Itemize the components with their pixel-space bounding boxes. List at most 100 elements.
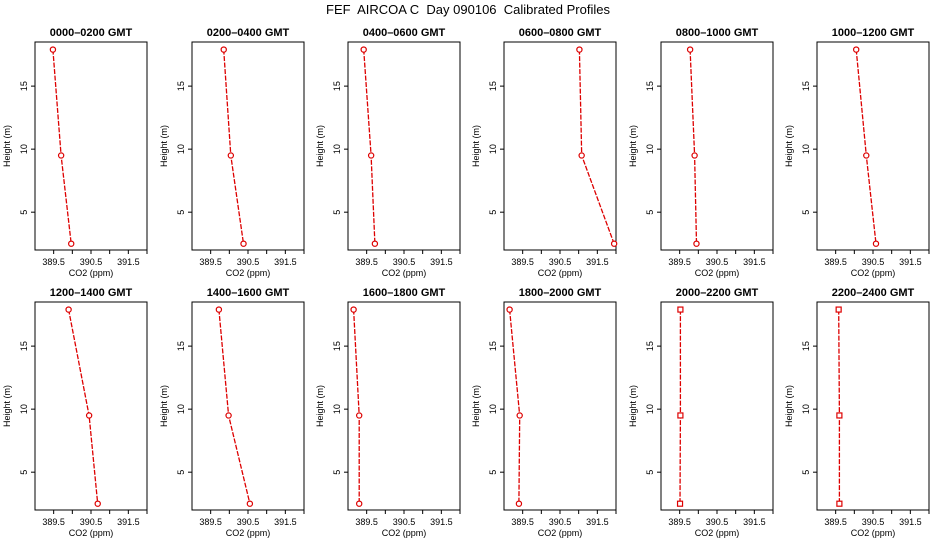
y-tick-label: 15: [801, 81, 811, 91]
plot-frame: [191, 41, 305, 251]
y-axis-label: Height (m): [471, 125, 481, 167]
profile-line: [508, 309, 521, 504]
data-point: [225, 412, 232, 419]
y-axis-label: Height (m): [2, 125, 12, 167]
data-point: [367, 152, 375, 159]
x-axis-label: CO2 (ppm): [69, 528, 114, 538]
profile-line: [52, 49, 72, 244]
y-axis-label: Height (m): [784, 125, 794, 167]
y-tick-label: 5: [19, 470, 29, 475]
plot-frame: [347, 301, 461, 511]
data-point: [677, 306, 684, 313]
x-tick-label: 390.5: [237, 517, 260, 527]
data-point: [853, 46, 860, 53]
y-tick-label: 15: [488, 341, 498, 351]
plot-frame: [34, 301, 148, 511]
x-axis-label: CO2 (ppm): [851, 528, 896, 538]
data-point: [85, 412, 93, 419]
y-tick-label: 15: [645, 341, 655, 351]
y-tick-label: 5: [488, 470, 498, 475]
data-point: [240, 240, 247, 247]
y-axis-label: Height (m): [159, 125, 169, 167]
data-point: [49, 46, 57, 53]
x-tick-label: 391.5: [586, 257, 609, 267]
x-tick-label: 391.5: [899, 517, 922, 527]
y-tick-label: 15: [19, 341, 29, 351]
data-point: [215, 306, 223, 313]
profile-line: [689, 49, 698, 244]
panel-title: 1400–1600 GMT: [207, 287, 290, 299]
x-tick-label: 389.5: [42, 257, 65, 267]
y-tick-label: 10: [645, 144, 655, 154]
y-tick-label: 15: [332, 341, 342, 351]
y-tick-label: 10: [801, 404, 811, 414]
x-tick-label: 390.5: [549, 517, 572, 527]
data-point: [356, 412, 363, 419]
panel-title: 1000–1200 GMT: [832, 27, 915, 39]
y-tick-label: 5: [645, 210, 655, 215]
data-point: [227, 152, 235, 159]
x-tick-label: 389.5: [42, 517, 65, 527]
data-point: [836, 412, 843, 419]
data-point: [610, 240, 618, 247]
x-tick-label: 389.5: [824, 257, 847, 267]
y-tick-label: 10: [19, 404, 29, 414]
y-axis-label: Height (m): [784, 385, 794, 427]
data-point: [360, 46, 367, 53]
profile-line: [578, 49, 615, 244]
y-tick-label: 5: [645, 470, 655, 475]
x-tick-label: 390.5: [549, 257, 572, 267]
x-axis-label: CO2 (ppm): [382, 268, 427, 278]
data-point: [677, 412, 684, 419]
panel-title: 0000–0200 GMT: [50, 27, 133, 39]
figure-title: FEF AIRCOA C Day 090106 Calibrated Profi…: [326, 2, 610, 17]
y-tick-label: 15: [801, 341, 811, 351]
data-point: [693, 240, 700, 247]
data-point: [691, 152, 698, 159]
y-tick-label: 5: [488, 210, 498, 215]
panel-title: 2000–2200 GMT: [676, 287, 759, 299]
x-axis-label: CO2 (ppm): [695, 268, 740, 278]
data-point: [246, 500, 254, 507]
data-point: [220, 46, 227, 53]
y-tick-label: 10: [645, 404, 655, 414]
x-axis-label: CO2 (ppm): [226, 268, 271, 278]
y-tick-label: 15: [645, 81, 655, 91]
profile-line: [855, 49, 877, 244]
data-point: [863, 152, 870, 159]
data-point: [350, 306, 357, 313]
x-tick-label: 391.5: [586, 517, 609, 527]
x-tick-label: 390.5: [862, 257, 885, 267]
x-tick-label: 390.5: [706, 517, 729, 527]
y-axis-label: Height (m): [315, 385, 325, 427]
x-tick-label: 389.5: [355, 517, 378, 527]
plot-frame: [503, 301, 617, 511]
panel-title: 0600–0800 GMT: [519, 27, 602, 39]
profile-line: [223, 49, 245, 244]
panel-title: 1200–1400 GMT: [50, 287, 133, 299]
data-point: [68, 240, 75, 247]
y-tick-label: 5: [19, 210, 29, 215]
y-tick-label: 10: [19, 144, 29, 154]
y-tick-label: 15: [332, 81, 342, 91]
panel-title: 1800–2000 GMT: [519, 287, 602, 299]
x-tick-label: 389.5: [511, 517, 534, 527]
x-tick-label: 389.5: [199, 517, 222, 527]
data-point: [686, 46, 694, 53]
y-tick-label: 15: [176, 81, 186, 91]
panel-title: 1600–1800 GMT: [363, 287, 446, 299]
y-tick-label: 5: [801, 210, 811, 215]
x-tick-label: 391.5: [430, 257, 453, 267]
x-tick-label: 391.5: [274, 517, 297, 527]
y-axis-label: Height (m): [628, 385, 638, 427]
x-axis-label: CO2 (ppm): [69, 268, 114, 278]
data-point: [65, 306, 72, 313]
data-point: [516, 412, 523, 419]
x-tick-label: 390.5: [393, 517, 416, 527]
